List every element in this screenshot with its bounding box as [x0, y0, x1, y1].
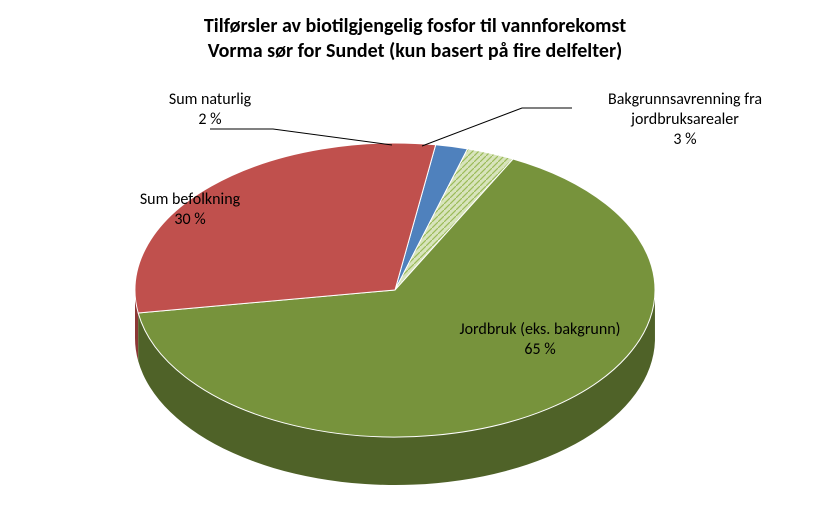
- label-line: jordbruksarealer: [631, 110, 739, 129]
- label-line: 30 %: [174, 210, 205, 229]
- leader-bakgrunn: [422, 108, 572, 146]
- label-befolkning: Sum befolkning30 %: [90, 190, 290, 230]
- label-bakgrunn: Bakgrunnsavrenning frajordbruksarealer3 …: [570, 90, 800, 150]
- chart-container: Tilførsler av biotilgjengelig fosfor til…: [0, 0, 830, 522]
- label-line: 2 %: [198, 110, 221, 129]
- label-line: Jordbruk (eks. bakgrunn): [460, 320, 621, 339]
- label-line: Bakgrunnsavrenning fra: [608, 90, 762, 109]
- label-line: 3 %: [673, 130, 696, 149]
- leader-lines: [0, 0, 830, 522]
- label-jordbruk: Jordbruk (eks. bakgrunn)65 %: [410, 320, 670, 360]
- label-line: Sum naturlig: [169, 90, 251, 109]
- label-naturlig: Sum naturlig2 %: [120, 90, 300, 130]
- label-line: 65 %: [524, 340, 555, 359]
- label-line: Sum befolkning: [140, 190, 240, 209]
- leader-naturlig: [210, 129, 392, 145]
